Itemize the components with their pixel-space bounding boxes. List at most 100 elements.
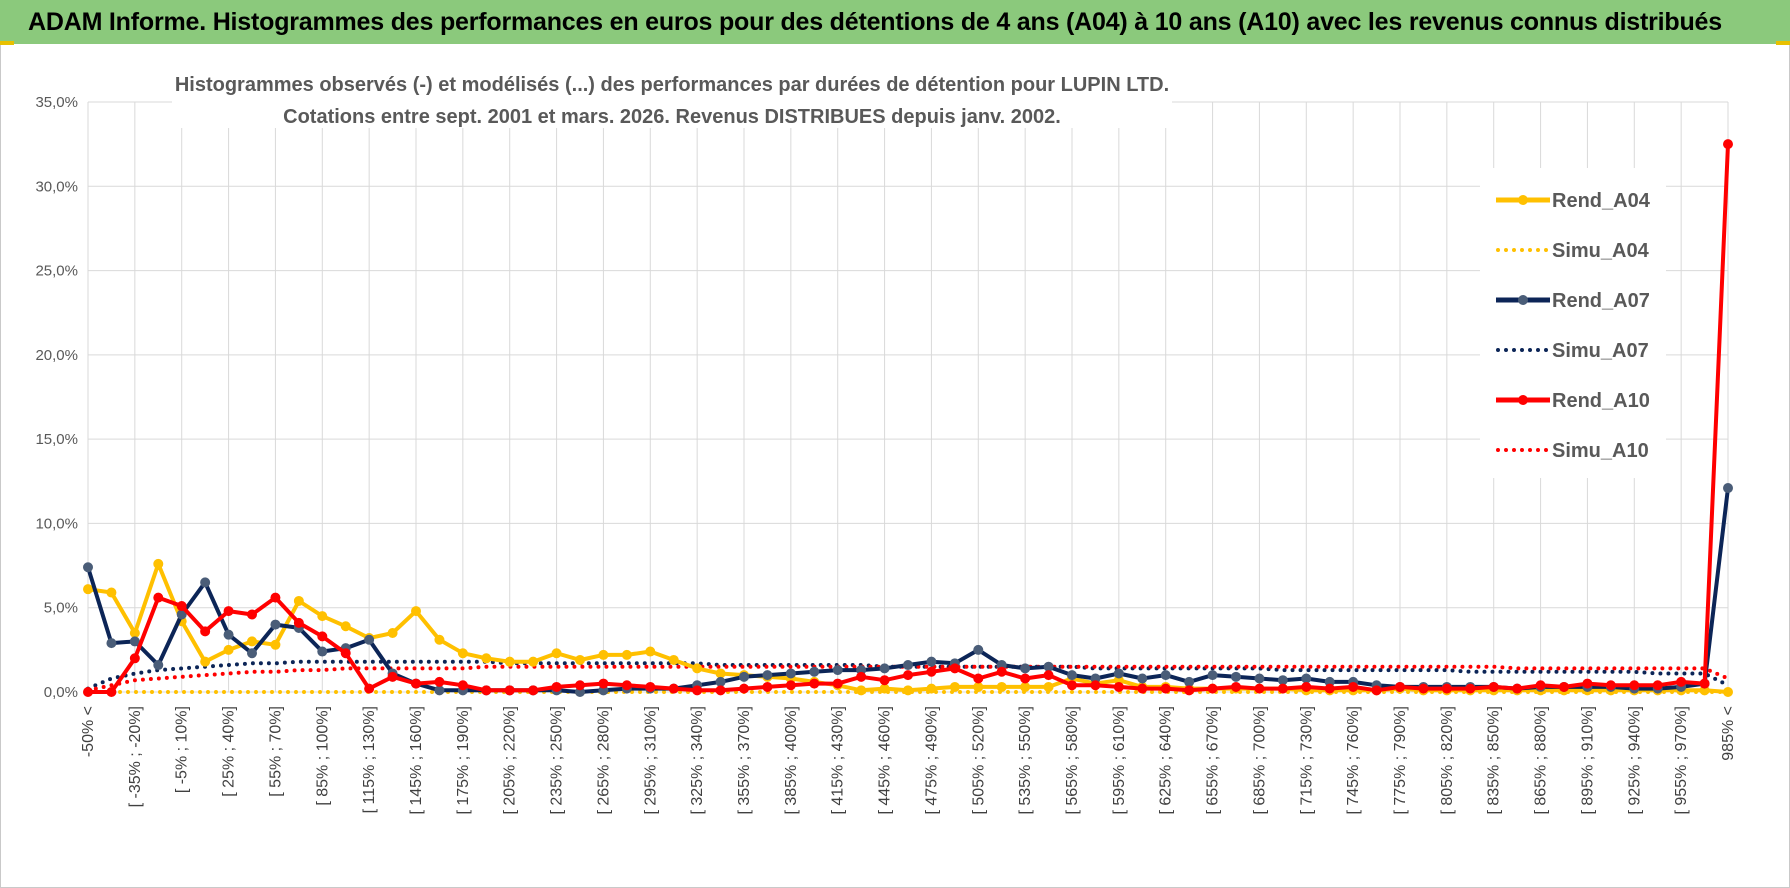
legend: Rend_A04 Simu_A04 Rend_A07 Simu_A07 Rend_A10… xyxy=(1480,168,1666,478)
data-point-Rend_A10 xyxy=(528,685,539,696)
data-point-Rend_A04 xyxy=(83,584,93,595)
data-point-Rend_A07 xyxy=(809,666,820,677)
x-tick-label: [ 355% ; 370%] xyxy=(736,706,753,815)
data-point-Rend_A10 xyxy=(598,678,609,689)
data-point-Rend_A10 xyxy=(621,680,632,691)
data-point-Rend_A07 xyxy=(434,685,445,696)
data-point-Rend_A10 xyxy=(668,683,679,694)
data-point-Rend_A04 xyxy=(504,656,515,667)
y-tick-label: 10,0% xyxy=(35,515,78,532)
data-point-Rend_A04 xyxy=(293,595,304,606)
chart-title: Histogrammes observés (-) et modélisés (… xyxy=(172,66,1172,128)
data-point-Rend_A10 xyxy=(1418,683,1429,694)
data-point-Rend_A07 xyxy=(1207,670,1218,681)
y-tick-label: 0,0% xyxy=(44,684,78,701)
data-point-Rend_A10 xyxy=(692,685,703,696)
data-point-Rend_A04 xyxy=(692,663,703,674)
series-line-Simu_A10 xyxy=(86,664,1730,693)
data-point-Rend_A07 xyxy=(1277,675,1288,686)
data-point-Rend_A07 xyxy=(715,676,726,687)
data-point-Rend_A07 xyxy=(1723,483,1733,494)
x-tick-label: [ -35% ; -20%] xyxy=(127,706,144,807)
y-tick-label: 5,0% xyxy=(44,600,78,617)
x-tick-label: [ 835% ; 850%] xyxy=(1486,706,1503,815)
data-point-Rend_A10 xyxy=(1723,139,1733,150)
data-point-Rend_A07 xyxy=(153,660,164,671)
data-point-Rend_A04 xyxy=(200,656,211,667)
series-Rend_A07 xyxy=(83,483,1733,697)
data-point-Rend_A10 xyxy=(1699,678,1710,689)
legend-label: Rend_A04 xyxy=(1552,190,1651,212)
data-point-Rend_A04 xyxy=(598,649,609,660)
data-point-Rend_A10 xyxy=(200,626,211,637)
data-point-Rend_A07 xyxy=(317,646,328,657)
data-point-Rend_A10 xyxy=(1535,680,1546,691)
data-point-Rend_A10 xyxy=(83,687,93,697)
data-point-Rend_A07 xyxy=(1043,661,1054,672)
data-point-Rend_A10 xyxy=(1020,673,1031,684)
data-point-Rend_A10 xyxy=(317,631,328,642)
data-point-Rend_A07 xyxy=(1067,670,1077,681)
x-tick-label: [ -5% ; 10%] xyxy=(174,706,191,793)
data-point-Rend_A10 xyxy=(411,678,421,689)
x-tick-label: [ 55% ; 70%] xyxy=(267,706,284,797)
x-tick-label: [ 85% ; 100%] xyxy=(314,706,331,806)
data-point-Rend_A10 xyxy=(832,678,843,689)
legend-item-Rend_A07: Rend_A07 xyxy=(1496,290,1650,312)
data-point-Rend_A10 xyxy=(1348,681,1359,692)
x-tick-label: [ 775% ; 790%] xyxy=(1392,706,1409,815)
data-point-Rend_A04 xyxy=(457,648,468,659)
x-tick-label: [ 565% ; 580%] xyxy=(1064,706,1081,815)
data-point-Rend_A07 xyxy=(762,670,773,681)
data-point-Rend_A07 xyxy=(364,634,375,645)
y-tick-label: 15,0% xyxy=(35,431,78,448)
legend-label: Simu_A04 xyxy=(1552,240,1650,262)
data-point-Rend_A10 xyxy=(1512,683,1523,694)
legend-label: Simu_A10 xyxy=(1552,440,1649,462)
data-point-Rend_A10 xyxy=(247,609,257,620)
data-point-Rend_A10 xyxy=(1559,681,1569,692)
data-point-Rend_A07 xyxy=(832,665,843,676)
legend-label: Rend_A07 xyxy=(1552,290,1650,312)
y-tick-label: 35,0% xyxy=(35,94,78,111)
data-point-Rend_A10 xyxy=(715,685,726,696)
x-tick-label: [ 505% ; 520%] xyxy=(970,706,987,815)
x-tick-label: [ 595% ; 610%] xyxy=(1111,706,1128,815)
data-point-Rend_A04 xyxy=(949,681,960,692)
x-tick-label: [ 145% ; 160%] xyxy=(408,706,425,815)
data-point-Rend_A10 xyxy=(1277,683,1288,694)
data-point-Rend_A04 xyxy=(317,611,328,622)
data-point-Rend_A07 xyxy=(903,660,913,671)
x-tick-label: [ 25% ; 40%] xyxy=(221,706,238,797)
data-series xyxy=(83,139,1733,697)
x-tick-label: [ 685% ; 700%] xyxy=(1251,706,1268,815)
gridlines xyxy=(87,101,1729,693)
data-point-Rend_A10 xyxy=(223,606,234,617)
data-point-Rend_A04 xyxy=(270,639,281,650)
x-tick-label: [ 235% ; 250%] xyxy=(549,706,566,815)
data-point-Rend_A04 xyxy=(621,649,632,660)
data-point-Rend_A07 xyxy=(247,648,257,659)
data-point-Rend_A10 xyxy=(1324,683,1335,694)
chart-title-background xyxy=(172,66,1172,128)
x-tick-label: [ 895% ; 910%] xyxy=(1579,706,1596,815)
data-point-Rend_A07 xyxy=(1113,668,1124,679)
data-point-Rend_A10 xyxy=(1067,680,1077,691)
data-point-Rend_A10 xyxy=(551,681,562,692)
x-tick-label: [ 445% ; 460%] xyxy=(877,706,894,815)
data-point-Rend_A10 xyxy=(1488,681,1499,692)
legend-item-Rend_A04: Rend_A04 xyxy=(1496,190,1651,212)
data-point-Rend_A10 xyxy=(270,592,281,603)
data-point-Rend_A04 xyxy=(715,668,726,679)
data-point-Rend_A04 xyxy=(1723,687,1733,697)
data-point-Rend_A10 xyxy=(504,685,515,696)
data-point-Rend_A10 xyxy=(903,670,913,681)
data-point-Rend_A04 xyxy=(856,685,867,696)
data-point-Rend_A10 xyxy=(879,675,890,686)
data-point-Rend_A04 xyxy=(528,656,539,667)
legend-marker xyxy=(1518,195,1528,205)
data-point-Rend_A10 xyxy=(1465,683,1476,694)
data-point-Rend_A04 xyxy=(387,628,398,638)
data-point-Rend_A10 xyxy=(1582,678,1593,689)
data-point-Rend_A10 xyxy=(739,683,749,694)
